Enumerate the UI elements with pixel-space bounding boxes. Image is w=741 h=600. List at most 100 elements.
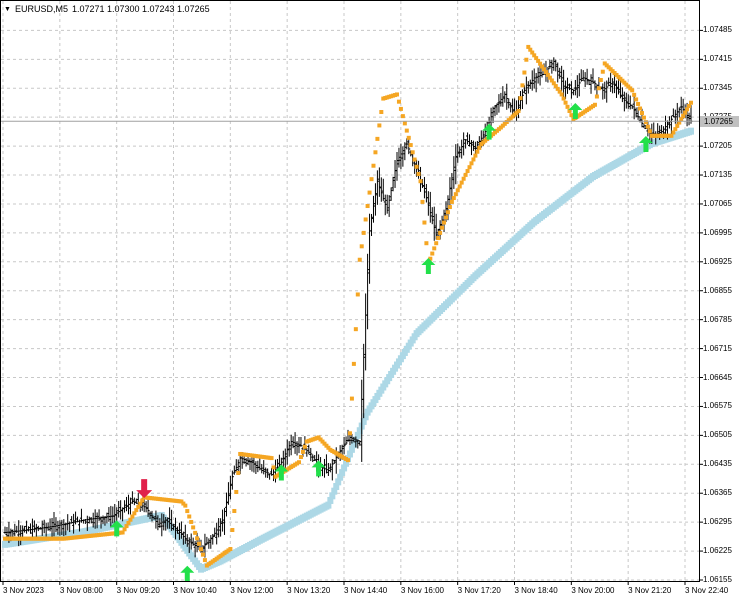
trailing-stop-dot <box>373 150 378 155</box>
trailing-stop-dot <box>594 94 599 99</box>
trailing-stop-dot <box>414 164 419 169</box>
trailing-stop-dot <box>200 552 205 557</box>
chart-header: ▼ EURUSD,M5 1.07271 1.07300 1.07243 1.07… <box>4 4 210 14</box>
y-tick-label: 1.06575 <box>703 401 732 411</box>
trailing-stop-dot <box>536 58 541 63</box>
y-tick-label: 1.06715 <box>703 343 732 353</box>
baseline-dot <box>335 478 342 486</box>
trailing-stop-dot <box>444 215 448 220</box>
trailing-stop-dot <box>353 327 358 332</box>
trailing-stop-dot <box>191 525 196 530</box>
trailing-stop-dot <box>530 50 535 55</box>
trailing-stop-dot <box>675 123 680 128</box>
trailing-stop-dot <box>518 96 523 101</box>
y-tick-label: 1.07415 <box>703 54 732 64</box>
trailing-stop-dot <box>463 172 468 177</box>
arrow-shape <box>136 479 153 499</box>
y-tick-label: 1.06925 <box>703 256 732 266</box>
trailing-stop-dot <box>189 519 194 524</box>
trailing-stop-dot <box>540 64 545 69</box>
arrow-shape <box>568 102 583 119</box>
trailing-stop-dot <box>447 205 452 210</box>
y-tick-label: 1.06995 <box>703 227 732 237</box>
y-tick-label: 1.06855 <box>703 285 732 295</box>
trailing-stop-dot <box>320 439 325 444</box>
x-tick-label: 3 Nov 08:00 <box>59 586 103 595</box>
trailing-stop-dot <box>636 101 641 106</box>
x-tick-label: 3 Nov 14:40 <box>344 586 388 595</box>
baseline-dot <box>350 441 357 449</box>
triangle-down-icon[interactable]: ▼ <box>4 5 11 13</box>
trailing-stop-dot <box>126 520 131 525</box>
trailing-stop-dot <box>406 135 411 140</box>
trailing-stop-dot <box>687 104 692 109</box>
trailing-stop-dot <box>436 236 441 241</box>
trailing-stop-dot <box>520 83 525 88</box>
trailing-stop-dot <box>420 199 425 204</box>
trailing-stop-dot <box>236 470 241 475</box>
trailing-stop-dot <box>122 527 127 532</box>
baseline-dot <box>339 469 346 477</box>
trailing-stop-dot <box>457 184 462 189</box>
trailing-stop-dot <box>565 104 570 109</box>
buy-arrow-icon <box>638 136 653 153</box>
trailing-stop-dot <box>326 445 331 450</box>
arrow-shape <box>311 460 326 477</box>
trailing-stop-dot <box>555 86 560 91</box>
arrow-shape <box>421 257 436 274</box>
trailing-stop-dot <box>679 117 684 122</box>
trailing-stop-dot <box>361 230 366 235</box>
x-tick-label: 3 Nov 22:40 <box>685 586 729 595</box>
trailing-stop-dot <box>524 57 529 62</box>
baseline-dot <box>343 459 350 467</box>
arrow-shape <box>274 464 289 481</box>
trailing-stop-dot <box>471 157 476 162</box>
x-tick-label: 3 Nov 10:40 <box>173 586 217 595</box>
trailing-stop-dot <box>669 133 674 138</box>
y-tick-label: 1.06645 <box>703 372 732 382</box>
baseline-dot <box>362 413 369 421</box>
y-tick-label: 1.06785 <box>703 314 732 324</box>
trailing-stop-dot <box>400 114 405 119</box>
trailing-stop-dot <box>549 78 554 83</box>
trailing-stop-dot <box>199 547 203 552</box>
trailing-stop-dot <box>395 92 399 97</box>
trailing-stop-dot <box>346 458 350 463</box>
trailing-stop-dot <box>185 509 190 514</box>
baseline-dot <box>341 464 348 472</box>
buy-arrow-icon <box>421 257 436 274</box>
trailing-stop-dot <box>408 143 413 148</box>
symbol-label: EURUSD,M5 <box>14 4 68 14</box>
grid-lines <box>1 1 703 585</box>
sell-arrow-icon <box>136 479 153 499</box>
trailing-stop-dot <box>432 246 437 251</box>
trailing-stop-dot <box>643 120 648 125</box>
trailing-stop-dot <box>453 192 458 197</box>
signal-arrows <box>109 102 653 582</box>
trailing-stop-dot <box>455 188 460 193</box>
trailing-stop-dot <box>449 199 454 204</box>
trailing-stop-dot <box>438 230 443 235</box>
trailing-stop-dot <box>469 161 474 166</box>
trailing-stop-dot <box>234 489 239 494</box>
trailing-stop-dot <box>671 130 676 135</box>
trailing-stop-dot <box>542 67 546 72</box>
trailing-stop-dot <box>632 92 637 97</box>
trailing-stop-dot <box>357 257 362 262</box>
buy-arrow-icon <box>180 565 195 582</box>
trailing-stop-dot <box>465 169 470 174</box>
trailing-stop-dot <box>683 110 688 115</box>
trailing-stop-dot <box>230 527 235 532</box>
trailing-stop-dot <box>232 508 237 513</box>
trailing-stop-dot <box>349 396 354 401</box>
trailing-stop-dot <box>553 84 558 89</box>
buy-arrow-icon <box>311 460 326 477</box>
trailing-stop-dot <box>363 217 368 222</box>
x-tick-label: 3 Nov 16:00 <box>400 586 444 595</box>
trailing-stop-dot <box>640 111 644 116</box>
trailing-stop-dot <box>473 153 478 158</box>
trailing-stop-dot <box>297 460 301 465</box>
y-tick-label: 1.06155 <box>703 575 732 584</box>
